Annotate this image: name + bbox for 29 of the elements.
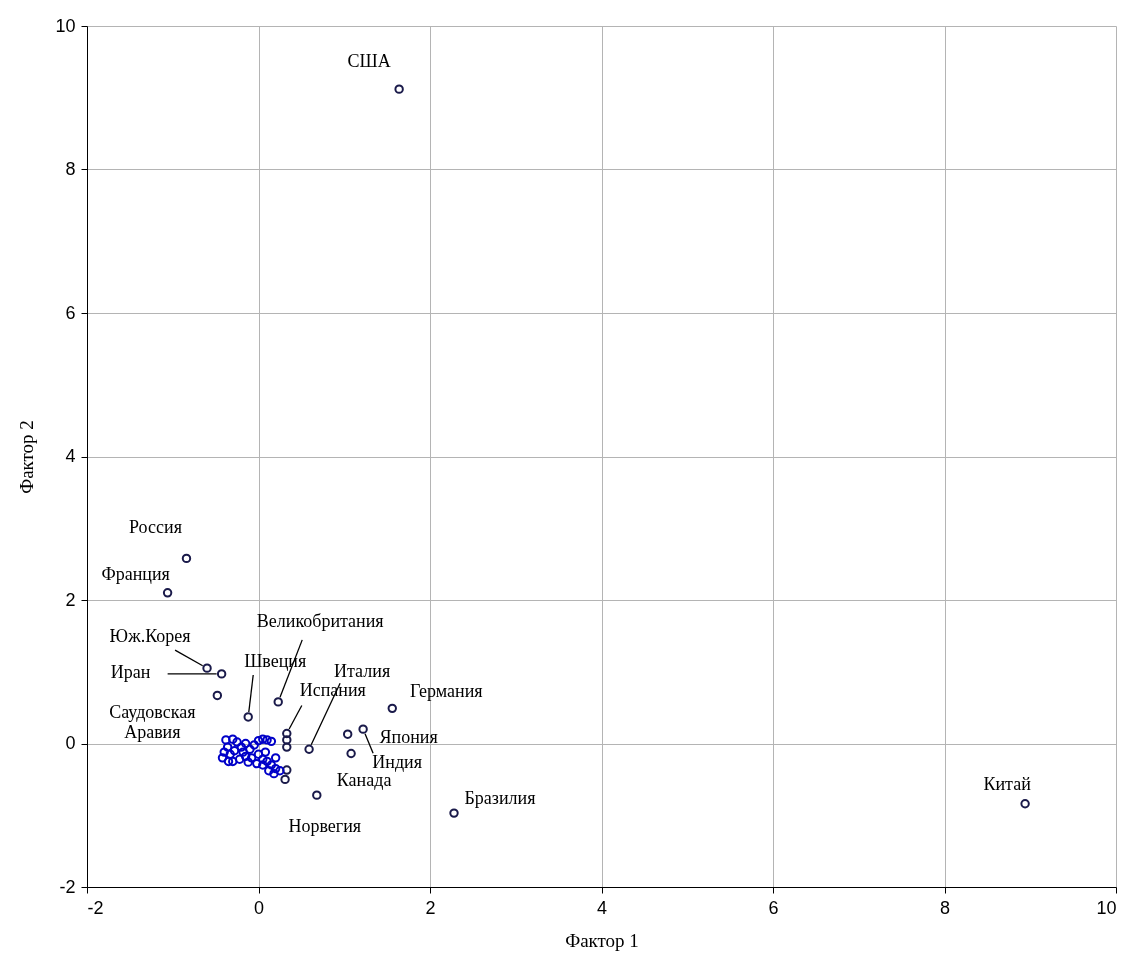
annotation: Китай	[983, 773, 1032, 794]
annotation: Иран	[110, 661, 151, 682]
annotation: США	[347, 51, 391, 72]
annotation: Норвегия	[288, 816, 362, 837]
y-tick-label: 4	[65, 446, 76, 466]
y-tick-label: 6	[65, 302, 76, 323]
x-tick-label: 4	[596, 897, 608, 918]
annotation: Бразилия	[464, 788, 536, 809]
x-axis-title: Фактор 1	[565, 929, 639, 951]
y-tick-label: 2	[65, 589, 76, 610]
annotation: Саудовская Аравия	[109, 702, 196, 743]
annotation: Великобритания	[256, 610, 384, 631]
x-tick-label: 0	[253, 897, 265, 918]
x-tick-label: 2	[425, 897, 436, 918]
y-tick-label: -2	[59, 876, 76, 897]
x-tick-label: 6	[768, 897, 779, 918]
annotation: Россия	[129, 517, 182, 538]
y-tick-label: 0	[65, 733, 76, 753]
annotation: Италия	[334, 661, 391, 682]
x-tick-label: 10	[1096, 897, 1117, 918]
y-axis-title: Фактор 2	[16, 420, 38, 494]
annotation: Япония	[379, 727, 438, 748]
annotation: Франция	[101, 563, 170, 584]
x-tick-label: -2	[87, 897, 104, 918]
annotation: Германия	[409, 681, 483, 702]
annotation: Юж.Корея	[109, 626, 191, 647]
x-tick-label: 8	[939, 897, 951, 918]
y-tick-label: 10	[55, 15, 76, 36]
y-tick-label: 8	[65, 159, 76, 179]
